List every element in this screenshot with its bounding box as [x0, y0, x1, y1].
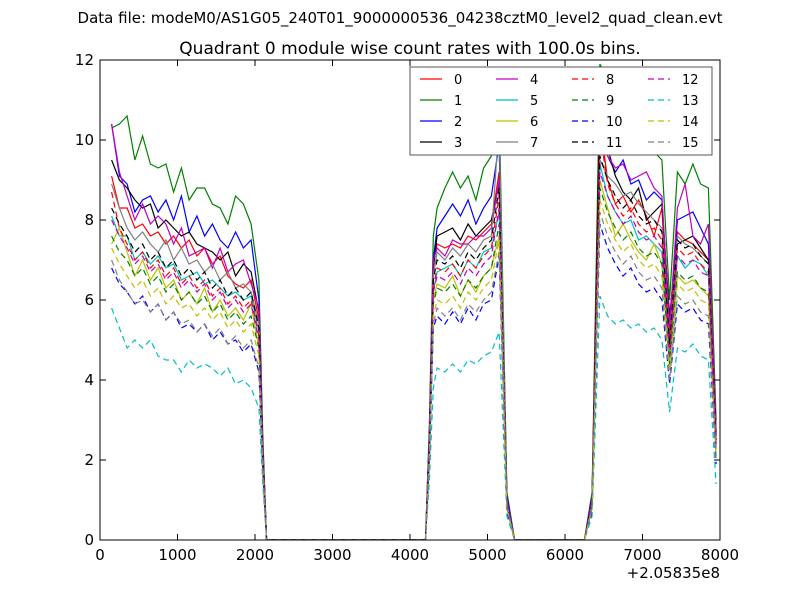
series-line-8 [111, 131, 717, 540]
series-line-13 [111, 295, 717, 540]
x-tick-label: 1000 [158, 546, 196, 564]
series-line-11 [111, 155, 717, 540]
legend-label-14: 14 [682, 115, 699, 130]
chart-title: Quadrant 0 module wise count rates with … [179, 39, 640, 59]
legend-label-3: 3 [454, 136, 462, 151]
legend-label-1: 1 [454, 94, 462, 109]
y-tick-label: 4 [84, 371, 94, 389]
y-tick-label: 10 [75, 131, 94, 149]
series-line-6 [111, 179, 717, 540]
y-tick-label: 6 [84, 291, 94, 309]
series-line-3 [111, 95, 717, 540]
legend-label-6: 6 [530, 115, 538, 130]
legend-label-11: 11 [606, 136, 623, 151]
series-line-7 [111, 123, 717, 540]
series-layer [111, 63, 717, 540]
legend-label-4: 4 [530, 73, 538, 88]
x-tick-label: 3000 [313, 546, 351, 564]
x-tick-label: 2000 [236, 546, 274, 564]
x-tick-label: 0 [95, 546, 105, 564]
series-line-10 [111, 223, 717, 540]
ticks-layer: 0 1000 2000 3000 4000 5000 6000 7000 80000246810… [75, 51, 739, 564]
y-tick-label: 8 [84, 211, 94, 229]
legend-label-8: 8 [606, 73, 614, 88]
series-line-15 [111, 211, 717, 540]
series-line-14 [111, 199, 717, 540]
legend-label-2: 2 [454, 115, 462, 130]
series-line-0 [111, 119, 717, 540]
figure-suptitle: Data file: modeM0/AS1G05_240T01_90000005… [77, 9, 723, 27]
x-tick-label: 6000 [546, 546, 584, 564]
legend-label-15: 15 [682, 136, 699, 151]
legend-label-9: 9 [606, 94, 614, 109]
legend-label-10: 10 [606, 115, 623, 130]
legend-label-13: 13 [682, 94, 699, 109]
series-line-2 [111, 123, 717, 540]
series-line-12 [111, 171, 717, 540]
legend-label-5: 5 [530, 94, 538, 109]
legend-box [409, 66, 713, 156]
x-tick-label: 5000 [468, 546, 506, 564]
x-offset-label: +2.05835e8 [627, 564, 720, 582]
x-tick-label: 7000 [623, 546, 661, 564]
series-line-9 [111, 187, 717, 540]
x-tick-label: 4000 [391, 546, 429, 564]
legend-label-12: 12 [682, 73, 699, 88]
y-tick-label: 2 [84, 451, 94, 469]
legend-label-0: 0 [454, 73, 462, 88]
series-line-4 [111, 123, 717, 540]
y-tick-label: 12 [75, 51, 94, 69]
y-tick-label: 0 [84, 531, 94, 549]
series-line-5 [111, 163, 717, 540]
legend-label-7: 7 [530, 136, 538, 151]
x-tick-label: 8000 [701, 546, 739, 564]
